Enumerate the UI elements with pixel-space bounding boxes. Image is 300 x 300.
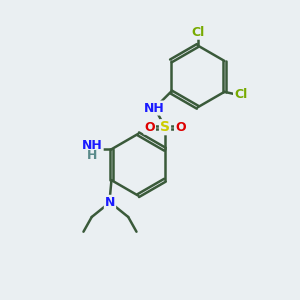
Text: Cl: Cl — [191, 26, 204, 39]
Text: O: O — [175, 121, 186, 134]
Text: NH: NH — [82, 139, 103, 152]
Text: Cl: Cl — [234, 88, 247, 101]
Text: S: S — [160, 120, 170, 134]
Text: NH: NH — [144, 101, 165, 115]
Text: H: H — [87, 149, 98, 162]
Text: N: N — [105, 196, 115, 209]
Text: O: O — [144, 121, 155, 134]
